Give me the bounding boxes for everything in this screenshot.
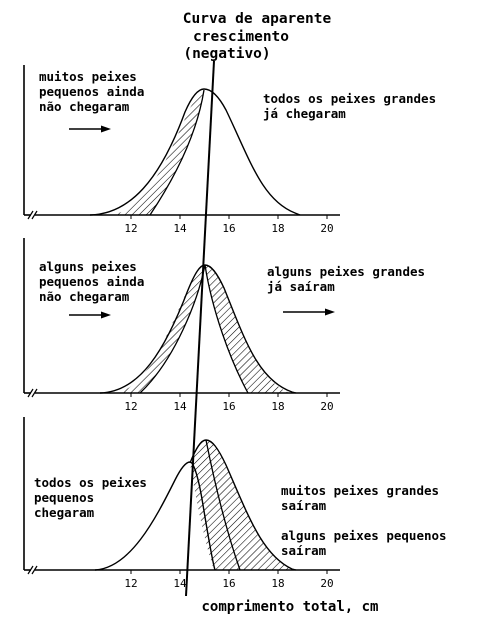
panel-1: 12 14 16 18 20 muitos peixes pequenos ai… [23,65,436,235]
left-annotation-line-3: não chegaram [39,289,130,304]
right-annotation-line-2: já chegaram [263,106,346,121]
right-annotation-line-3: alguns peixes pequenos [281,528,447,543]
left-annotation-line-2: pequenos [34,490,94,505]
axis-break-mark [27,210,34,220]
tick-label: 14 [173,400,187,413]
x-axis-title: comprimento total, cm [201,599,378,615]
right-annotation-line-1: todos os peixes grandes [263,91,436,106]
tick-marks [130,393,328,397]
apparent-growth-line [185,60,215,597]
tick-marks [130,570,328,574]
hatched-region-large-fish [205,265,290,393]
tick-label: 20 [320,222,333,235]
right-annotation-line-1: alguns peixes grandes [267,264,425,279]
tick-label: 18 [271,400,284,413]
departure-curve [205,439,241,571]
left-annotation-line-1: muitos peixes [39,69,137,84]
tick-label: 12 [124,222,137,235]
title-line-2: crescimento [193,29,289,45]
tick-label: 12 [124,400,137,413]
title-line-3: (negativo) [183,46,270,62]
panel-3: 12 14 16 18 20 todos os peixes pequenos … [23,417,447,590]
arrival-curve [149,89,205,216]
left-annotation-line-2: pequenos ainda [39,84,144,99]
hatched-region-small-fish [110,90,204,215]
length-frequency-curve [89,88,301,216]
departure-curve [204,264,249,394]
right-arrow-icon [283,308,335,316]
panel-2: 12 14 16 18 20 alguns peixes pequenos ai… [23,238,425,413]
tick-marks [130,215,328,219]
tick-label: 16 [222,222,235,235]
tick-label: 18 [271,577,284,590]
tick-label: 18 [271,222,284,235]
title-line-1: Curva de aparente [183,11,332,27]
tick-label: 12 [124,577,137,590]
axis-break-mark [27,565,34,575]
axis-break-mark [27,388,34,398]
left-annotation-line-3: chegaram [34,505,95,520]
tick-label: 16 [222,577,235,590]
left-annotation-line-1: alguns peixes [39,259,137,274]
diagram-title: Curva de aparente crescimento (negativo) [183,11,332,62]
tick-label: 14 [173,577,187,590]
tick-label: 20 [320,400,333,413]
tick-label: 16 [222,400,235,413]
right-arrow-icon [69,311,111,319]
left-annotation-line-2: pequenos ainda [39,274,144,289]
tick-label: 14 [173,222,187,235]
right-annotation-line-2: saíram [281,498,327,513]
axis-break-mark [31,565,38,575]
right-arrow-icon [69,125,111,133]
right-annotation-line-4: saíram [281,543,327,558]
arrival-curve [94,461,216,571]
axis-break-mark [31,210,38,220]
tick-label: 20 [320,577,333,590]
left-annotation-line-1: todos os peixes [34,475,147,490]
hatched-region-small-fish [115,265,205,393]
arrival-curve [139,264,206,394]
axis-break-mark [31,388,38,398]
hatched-region-departed-fish [190,440,292,570]
left-annotation-line-3: não chegaram [39,99,130,114]
right-annotation-line-1: muitos peixes grandes [281,483,439,498]
right-annotation-line-2: já saíram [267,279,335,294]
length-frequency-curve [189,439,297,571]
length-frequency-curve [99,264,297,394]
